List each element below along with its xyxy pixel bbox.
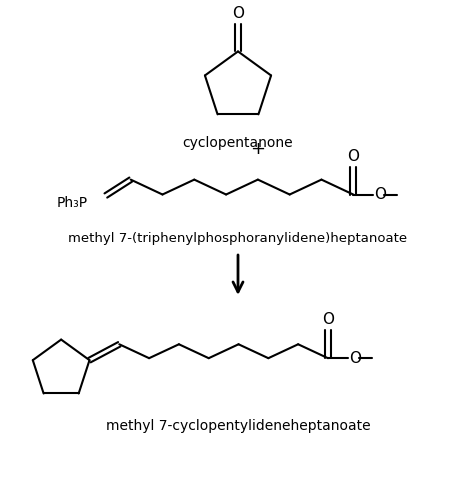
Text: O: O <box>347 148 358 164</box>
Text: methyl 7-cyclopentylideneheptanoate: methyl 7-cyclopentylideneheptanoate <box>106 419 369 433</box>
Text: methyl 7-(triphenylphosphoranylidene)heptanoate: methyl 7-(triphenylphosphoranylidene)hep… <box>68 232 407 245</box>
Text: O: O <box>348 351 360 366</box>
Text: O: O <box>231 6 244 21</box>
Text: O: O <box>321 313 333 327</box>
Text: cyclopentanone: cyclopentanone <box>182 136 293 150</box>
Text: O: O <box>373 187 385 202</box>
Text: +: + <box>250 140 265 158</box>
Text: Ph₃P: Ph₃P <box>56 196 87 210</box>
